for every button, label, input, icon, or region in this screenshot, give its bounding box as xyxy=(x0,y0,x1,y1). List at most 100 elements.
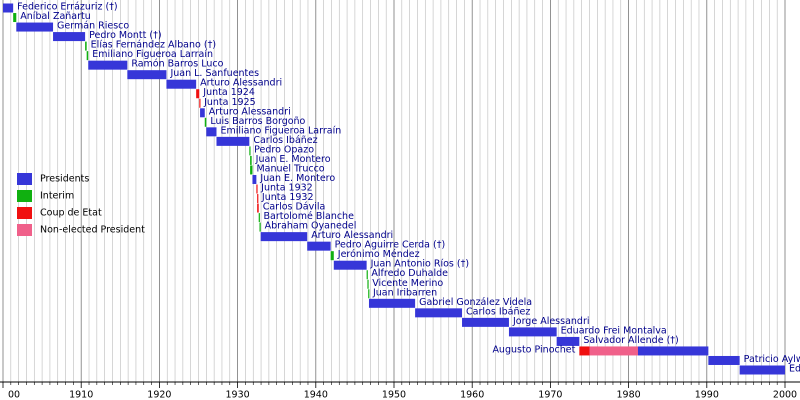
reign-label: Juan E. Montero xyxy=(255,154,331,165)
reign-bar xyxy=(85,41,87,51)
reign-label: Abraham Oyanedel xyxy=(265,221,357,232)
reign-bar xyxy=(579,346,590,356)
x-tick-label: 00 xyxy=(8,390,20,400)
reign-bar xyxy=(252,174,257,184)
legend-swatch xyxy=(17,207,32,219)
reign-bar xyxy=(368,289,370,299)
reign-bar xyxy=(86,51,89,61)
reign-bar xyxy=(259,222,261,232)
reign-label: Manuel Trucco xyxy=(256,163,324,174)
reign-label: Aníbal Zañartu xyxy=(20,11,91,22)
reign-label: Arturo Alessandri xyxy=(200,78,282,89)
reign-bar xyxy=(333,260,367,270)
legend-swatch xyxy=(17,224,32,236)
reign-bar xyxy=(257,203,259,213)
reign-bar xyxy=(249,146,251,156)
reign-bar xyxy=(508,327,557,337)
reign-bar xyxy=(199,98,201,108)
reign-label: Ramón Barros Luco xyxy=(131,59,223,70)
x-tick-label: 1980 xyxy=(617,390,641,400)
legend: Presidents Interim Coup de Etat Non-elected… xyxy=(17,173,145,236)
legend-swatch xyxy=(17,190,32,202)
x-tick-label: 1960 xyxy=(460,390,484,400)
reign-label: Alfredo Duhalde xyxy=(371,268,448,279)
reign-label: Pedro Opazo xyxy=(254,144,314,155)
reign-label: Junta 1924 xyxy=(202,87,255,98)
reign-bar xyxy=(258,213,260,223)
legend-label: Interim xyxy=(40,191,74,202)
reign-label: Germán Riesco xyxy=(57,21,129,32)
reign-label: Junta 1932 xyxy=(260,183,313,194)
reign-bar xyxy=(196,89,200,99)
legend-label: Presidents xyxy=(40,174,89,185)
reign-label: Eduardo Frei Montalva xyxy=(561,325,667,336)
reign-bar xyxy=(366,270,368,280)
reign-bar xyxy=(415,308,463,318)
reign-label: Juan Antonio Ríos (†) xyxy=(370,259,469,270)
reign-label: Arturo Alessandri xyxy=(209,106,291,117)
reign-label: Gabriel González Videla xyxy=(419,297,532,308)
reign-bar xyxy=(637,346,709,356)
reign-label: Luis Barros Borgoño xyxy=(210,116,305,127)
bars: Federico Errázuriz (†)Aníbal ZañartuGerm… xyxy=(3,2,800,375)
reign-bar xyxy=(53,32,86,42)
reign-label: Carlos Dávila xyxy=(263,202,326,213)
reign-bar xyxy=(589,346,638,356)
reign-label: Pedro Montt (†) xyxy=(89,30,161,41)
reign-bar xyxy=(330,251,334,261)
reign-bar xyxy=(250,155,252,165)
reign-bar xyxy=(250,165,253,175)
reign-label: Pedro Aguirre Cerda (†) xyxy=(335,240,446,251)
x-tick-label: 1940 xyxy=(304,390,328,400)
reign-bar xyxy=(216,136,250,146)
reign-label: Juan E. Montero xyxy=(259,173,335,184)
x-tick-label: 1950 xyxy=(382,390,406,400)
reign-label: Augusto Pinochet xyxy=(492,344,575,355)
reign-label: Juan L. Sanfuentes xyxy=(169,68,259,79)
reign-label: Federico Errázuriz (†) xyxy=(17,2,117,13)
reign-label: Elías Fernández Albano (†) xyxy=(91,40,216,51)
reign-label: Emiliano Figueroa Larraín xyxy=(92,49,213,60)
reign-bar xyxy=(462,317,509,327)
x-tick-label: 1970 xyxy=(538,390,562,400)
reign-bar xyxy=(3,3,14,13)
reign-bar xyxy=(13,13,17,23)
reign-bar xyxy=(127,70,167,80)
x-tick-label: 1930 xyxy=(226,390,250,400)
legend-label: Non-elected President xyxy=(40,225,145,236)
reign-bar xyxy=(206,127,217,137)
legend-swatch xyxy=(17,173,32,185)
x-tick-label: 1920 xyxy=(147,390,171,400)
reign-label: Bartolomé Blanche xyxy=(263,211,354,222)
reign-bar xyxy=(739,365,785,375)
reign-label: Junta 1932 xyxy=(261,192,314,203)
reign-label: Vicente Merino xyxy=(372,278,443,289)
reign-bar xyxy=(257,194,259,204)
reign-label: Carlos Ibáñez xyxy=(253,135,317,146)
reign-label: Eduardo Frei Ruiz-Tagle xyxy=(789,364,800,375)
reign-label: Patricio Aylwin xyxy=(744,354,800,365)
reign-label: Salvador Allende (†) xyxy=(583,335,678,346)
reign-label: Emiliano Figueroa Larraín xyxy=(220,125,341,136)
reign-label: Juan Iribarren xyxy=(372,287,437,298)
legend-label: Coup de Etat xyxy=(40,208,102,219)
reign-bar xyxy=(307,241,331,251)
reign-bar xyxy=(708,355,740,365)
reign-bar xyxy=(367,279,369,289)
reign-bar xyxy=(16,22,54,32)
reign-bar xyxy=(166,79,197,89)
reign-bar xyxy=(260,232,308,242)
reign-label: Carlos Ibáñez xyxy=(466,306,530,317)
reign-bar xyxy=(88,60,128,70)
reign-label: Jerónimo Méndez xyxy=(337,249,420,260)
reign-label: Junta 1925 xyxy=(203,97,256,108)
x-tick-label: 2000 xyxy=(773,390,797,400)
reign-label: Arturo Alessandri xyxy=(311,230,393,241)
reign-label: Jorge Alessandri xyxy=(512,316,590,327)
reign-bar xyxy=(368,298,416,308)
x-tick-label: 1990 xyxy=(695,390,719,400)
reign-bar xyxy=(556,336,580,346)
reign-bar xyxy=(204,117,207,127)
